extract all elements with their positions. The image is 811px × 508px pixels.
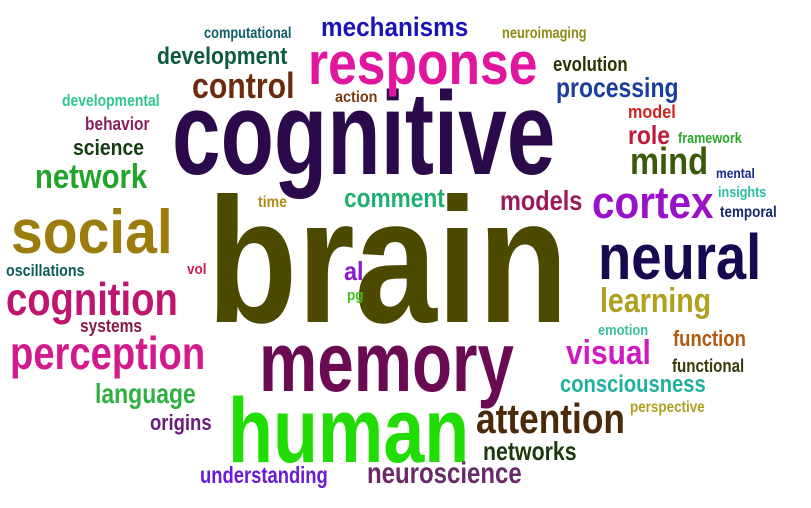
word-functional: functional <box>672 356 745 376</box>
word-model: model <box>628 102 676 122</box>
word-developmental: developmental <box>62 91 160 110</box>
word-human: human <box>228 380 470 482</box>
word-network: network <box>35 158 148 196</box>
word-neuroscience: neuroscience <box>367 457 522 490</box>
word-models: models <box>500 185 583 216</box>
word-visual: visual <box>566 334 651 372</box>
word-social: social <box>11 198 173 267</box>
word-pg: pg <box>347 287 364 304</box>
word-temporal: temporal <box>720 204 777 221</box>
word-insights: insights <box>718 184 767 201</box>
word-vol: vol <box>187 261 207 278</box>
word-science: science <box>73 135 145 160</box>
word-attention: attention <box>476 395 625 442</box>
word-memory: memory <box>259 315 514 409</box>
word-brain: brain <box>207 161 569 360</box>
word-control: control <box>192 65 295 106</box>
word-emotion: emotion <box>598 322 649 339</box>
word-neural: neural <box>598 221 762 293</box>
word-computational: computational <box>204 25 292 42</box>
word-time: time <box>258 194 287 211</box>
word-oscillations: oscillations <box>6 261 85 280</box>
word-behavior: behavior <box>85 114 150 134</box>
word-understanding: understanding <box>200 462 328 488</box>
word-learning: learning <box>600 282 712 320</box>
word-networks: networks <box>483 436 577 466</box>
word-origins: origins <box>150 410 212 435</box>
word-processing: processing <box>556 72 679 103</box>
word-cognition: cognition <box>6 273 178 325</box>
word-language: language <box>95 378 196 409</box>
word-neuroimaging: neuroimaging <box>502 25 587 42</box>
word-action: action <box>335 89 378 106</box>
word-mechanisms: mechanisms <box>321 12 469 42</box>
word-evolution: evolution <box>553 54 628 76</box>
word-framework: framework <box>678 130 742 147</box>
word-cortex: cortex <box>592 177 714 228</box>
word-perception: perception <box>10 327 206 379</box>
word-development: development <box>157 43 288 70</box>
word-systems: systems <box>80 316 142 336</box>
word-consciousness: consciousness <box>560 371 706 398</box>
word-role: role <box>628 120 670 150</box>
word-cognitive: cognitive <box>172 68 556 200</box>
word-mental: mental <box>716 165 755 181</box>
word-al: al <box>344 256 364 286</box>
word-mind: mind <box>630 141 709 183</box>
word-perspective: perspective <box>630 399 705 416</box>
word-response: response <box>308 30 538 97</box>
word-function: function <box>673 326 746 351</box>
word-comment: comment <box>344 183 445 213</box>
